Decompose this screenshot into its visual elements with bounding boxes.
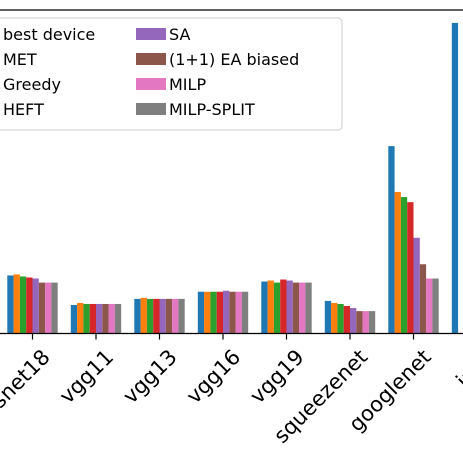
bar-greedy-resnet18: [19, 276, 27, 334]
bar-met-vgg19: [267, 280, 274, 334]
bar-sa-vgg11: [96, 303, 103, 334]
bar-best-device-resnet18: [7, 275, 14, 334]
legend-label-best-device: best device: [3, 25, 95, 44]
legend-label-sa: SA: [169, 25, 190, 44]
bar-best-device-vgg16: [197, 291, 205, 334]
bar-milp-split-vgg11: [114, 303, 122, 334]
bar-greedy-vgg13: [146, 298, 154, 334]
bar-best-device-vgg13: [134, 298, 141, 334]
bar-sa-googlenet: [413, 237, 420, 334]
legend-label-met: MET: [3, 50, 37, 69]
bar-greedy-squeezenet: [337, 303, 344, 334]
bar-greedy-vgg11: [83, 303, 90, 334]
bar-heft-squeezenet: [343, 306, 350, 334]
bar-met-googlenet: [394, 191, 401, 334]
bar-milp-googlenet: [426, 278, 433, 334]
bar-greedy-googlenet: [400, 197, 408, 334]
bar-best-device-squeezenet: [324, 300, 332, 334]
bar-sa-vgg19: [286, 280, 293, 334]
x-tick-label-vgg11: vgg11: [55, 345, 119, 409]
x-tick-label-vgg13: vgg13: [118, 345, 182, 409]
bar-sa-squeezenet: [350, 308, 357, 334]
bar-met-resnet18: [13, 274, 20, 334]
bar-milp-split-googlenet: [432, 278, 439, 334]
bar-milp-split-squeezenet: [368, 311, 376, 334]
legend-label-milp-split: MILP-SPLIT: [169, 100, 255, 119]
bar-best-device-vgg19: [261, 281, 268, 334]
bar-sa-resnet18: [32, 278, 39, 334]
bar-best-device-vgg11: [70, 304, 78, 334]
legend-frame: [0, 17, 343, 131]
bar-1-1-ea-biased-vgg13: [165, 298, 173, 334]
legend-swatch-sa: [136, 28, 166, 40]
x-tick-label-vgg16: vgg16: [182, 345, 246, 409]
x-tick-label-ince: ince: [451, 345, 463, 393]
legend-label-greedy: Greedy: [3, 75, 61, 94]
bar-milp-vgg16: [235, 291, 242, 334]
bar-met-vgg11: [77, 302, 84, 334]
bar-milp-split-vgg19: [305, 282, 312, 334]
bar-1-1-ea-biased-vgg19: [292, 282, 300, 334]
bar-met-squeezenet: [331, 302, 338, 334]
bar-greedy-vgg16: [210, 291, 217, 334]
bar-milp-squeezenet: [362, 311, 369, 334]
bar-met-vgg16: [204, 291, 211, 334]
bar-met-vgg13: [140, 297, 147, 334]
legend-label-1-1-ea-biased: (1+1) EA biased: [169, 50, 299, 69]
bar-sa-vgg13: [159, 298, 166, 334]
bar-1-1-ea-biased-vgg11: [102, 303, 109, 334]
bar-best-device-googlenet: [388, 146, 395, 334]
legend-swatch-1-1-ea-biased: [136, 53, 166, 65]
bar-milp-split-vgg13: [178, 298, 185, 334]
bar-milp-split-resnet18: [51, 282, 58, 334]
bar-heft-vgg13: [153, 298, 160, 334]
legend-label-heft: HEFT: [3, 100, 44, 119]
bar-1-1-ea-biased-googlenet: [419, 264, 427, 334]
bar-heft-vgg16: [216, 291, 223, 334]
legend-label-milp: MILP: [169, 75, 206, 94]
bar-heft-vgg19: [280, 279, 287, 334]
bar-milp-vgg19: [299, 282, 306, 334]
bar-1-1-ea-biased-resnet18: [38, 282, 46, 334]
bar-milp-resnet18: [45, 282, 52, 334]
legend-swatch-milp-split: [136, 103, 166, 115]
bar-milp-split-vgg16: [241, 291, 249, 334]
legend-swatch-milp: [136, 78, 166, 90]
bars-layer: [7, 22, 459, 334]
bar-heft-resnet18: [26, 277, 33, 334]
bar-sa-vgg16: [223, 290, 230, 334]
x-tick-label-vgg19: vgg19: [245, 345, 309, 409]
bar-best-device-ince: [451, 22, 459, 334]
bar-heft-vgg11: [89, 303, 96, 334]
bar-greedy-vgg19: [273, 282, 281, 334]
bar-1-1-ea-biased-vgg16: [229, 291, 236, 334]
bar-1-1-ea-biased-squeezenet: [356, 311, 363, 334]
bar-milp-vgg11: [108, 303, 115, 334]
legend: best device MET Greedy HEFT SA (1+1) EA biase…: [0, 17, 343, 131]
x-tick-label-resnet18: resnet18: [0, 345, 55, 428]
bar-heft-googlenet: [407, 202, 414, 334]
bar-milp-vgg13: [172, 298, 179, 334]
x-ticks-layer: etresnet18vgg11vgg13vgg16vgg19squeezenet…: [0, 333, 463, 448]
